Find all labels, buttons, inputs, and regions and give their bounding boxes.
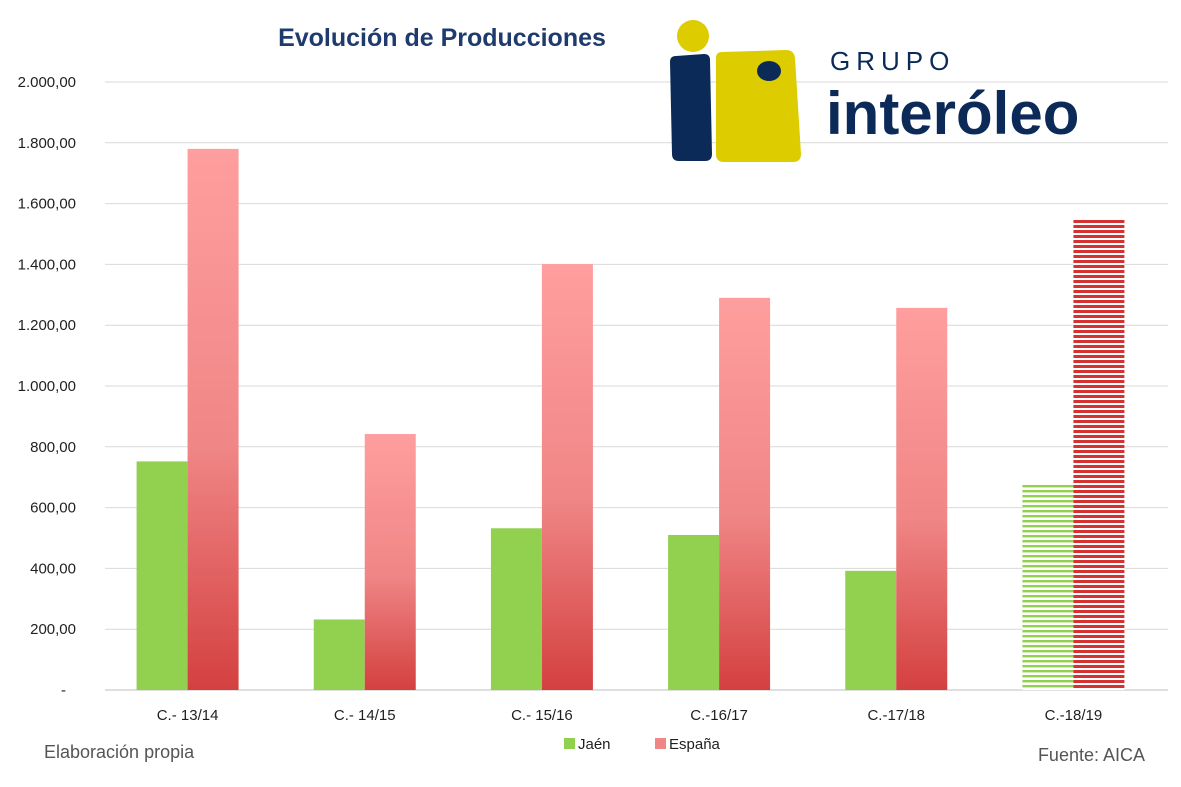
bar-jaen: [1022, 482, 1074, 690]
logo-navy-dot: [757, 61, 781, 81]
y-tick-label: 2.000,00: [18, 74, 76, 91]
bar-espana: [187, 148, 239, 690]
x-category-label: C.- 14/15: [334, 707, 396, 724]
legend: Jaén España: [564, 736, 721, 753]
footer-left-note: Elaboración propia: [44, 742, 195, 762]
bar-jaen: [313, 619, 365, 690]
bar-jaen: [136, 461, 188, 690]
logo-navy-stem: [670, 54, 712, 161]
y-tick-label: 200,00: [30, 621, 76, 638]
logo-yellow-dot: [677, 20, 709, 52]
x-category-label: C.-17/18: [867, 707, 925, 724]
x-axis-categories: C.- 13/14 C.- 14/15 C.- 15/16 C.-16/17 C.-17…: [157, 707, 1102, 724]
footer-right-note: Fuente: AICA: [1038, 745, 1145, 765]
logo-interoleo-text: interóleo: [826, 80, 1079, 147]
bar-jaen: [845, 570, 897, 690]
logo-grupo-text: GRUPO: [830, 46, 955, 76]
y-axis-ticks: - 200,00 400,00 600,00 800,00 1.000,00 1.200,0…: [18, 74, 76, 699]
gridlines: [105, 81, 1168, 691]
legend-label-espana: España: [669, 736, 721, 753]
x-category-label: C.-18/19: [1045, 707, 1103, 724]
bar-jaen: [490, 528, 542, 690]
logo-yellow-block: [716, 50, 801, 162]
bars: [136, 148, 1125, 691]
x-category-label: C.-16/17: [690, 707, 748, 724]
chart-title: Evolución de Producciones: [278, 24, 606, 52]
x-category-label: C.- 13/14: [157, 707, 219, 724]
y-tick-label: 1.400,00: [18, 256, 76, 273]
y-tick-label: 1.800,00: [18, 135, 76, 152]
y-tick-label: 1.200,00: [18, 317, 76, 334]
bar-jaen: [668, 534, 720, 690]
legend-swatch-espana: [655, 738, 666, 749]
bar-espana: [896, 307, 948, 690]
y-tick-label: 600,00: [30, 500, 76, 517]
legend-label-jaen: Jaén: [578, 736, 611, 753]
bar-espana: [364, 434, 416, 690]
bar-espana: [719, 297, 771, 690]
bar-espana: [1073, 218, 1125, 691]
interoleo-logo: GRUPO interóleo: [670, 20, 1079, 162]
y-tick-label: 800,00: [30, 439, 76, 456]
bar-espana: [541, 264, 593, 690]
y-tick-label: 400,00: [30, 560, 76, 577]
legend-swatch-jaen: [564, 738, 575, 749]
y-tick-label: -: [61, 682, 66, 699]
y-tick-label: 1.600,00: [18, 196, 76, 213]
x-category-label: C.- 15/16: [511, 707, 573, 724]
y-tick-label: 1.000,00: [18, 378, 76, 395]
